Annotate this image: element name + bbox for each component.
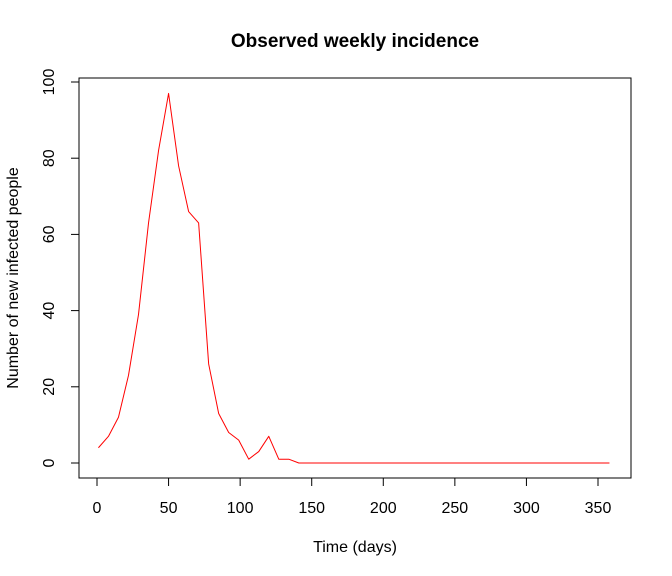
y-tick-label: 40 (41, 302, 58, 320)
x-tick-label: 0 (93, 500, 102, 517)
x-axis-label: Time (days) (313, 539, 397, 556)
y-tick-label: 60 (41, 225, 58, 243)
chart-title: Observed weekly incidence (231, 31, 479, 52)
x-tick-label: 300 (513, 500, 540, 517)
y-tick-label: 20 (41, 378, 58, 396)
x-tick-label: 100 (227, 500, 254, 517)
y-tick-label: 0 (41, 458, 58, 467)
y-tick-label: 100 (41, 69, 58, 96)
x-tick-label: 150 (298, 500, 325, 517)
x-tick-label: 350 (585, 500, 612, 517)
y-tick-label: 80 (41, 149, 58, 167)
x-tick-label: 200 (370, 500, 397, 517)
x-axis: 0 50 100 150 200 250 300 350 (93, 477, 612, 517)
series-layer (98, 92, 610, 464)
x-tick-label: 50 (160, 500, 178, 517)
x-tick-label: 250 (442, 500, 469, 517)
y-axis: 0 20 40 60 80 100 (41, 69, 80, 467)
series-line (98, 92, 610, 464)
plot-frame (78, 77, 632, 479)
y-axis-label: Number of new infected people (5, 167, 22, 389)
